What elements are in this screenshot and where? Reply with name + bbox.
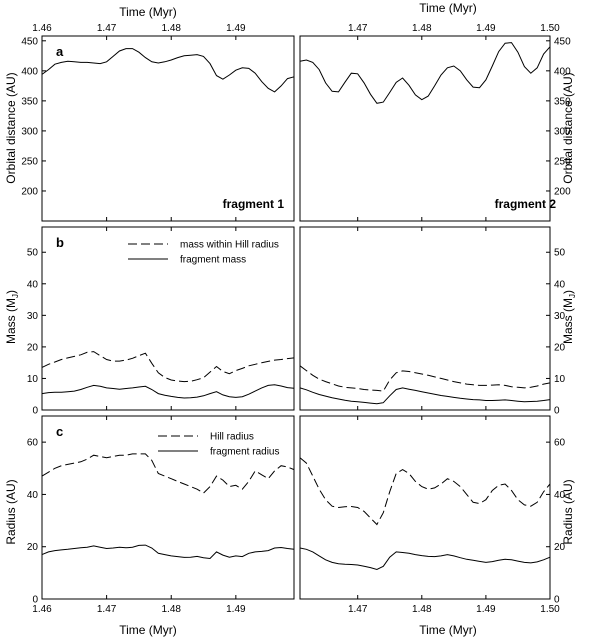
y-tick-label: 350	[21, 96, 38, 107]
y-tick-label: 10	[554, 374, 566, 385]
y-tick-label: 450	[21, 36, 38, 47]
legend-entry: fragment radius	[210, 447, 279, 458]
y-tick-label: 60	[554, 438, 566, 449]
y-tick-label: 20	[27, 342, 39, 353]
y-axis-label-mass-right: Mass (MJ)	[561, 290, 577, 344]
y-tick-label: 30	[27, 311, 39, 322]
panel-r0c1: 200 250 300 350 400 450 1.47 1.48 1.49 1.50 fragme…	[299, 23, 571, 222]
x-tick-label-top: 1.49	[226, 23, 246, 34]
y-axis-label-radius-left: Radius (AU)	[4, 479, 18, 544]
series-line-fragment-radius	[41, 544, 295, 560]
series-line-mass-within-hill-radius	[41, 351, 295, 383]
y-tick-label: 40	[554, 490, 566, 501]
panel-frame	[41, 35, 295, 222]
fragment-label: fragment 2	[495, 197, 557, 211]
y-axis-label-orbital-right: Orbital distance (AU)	[561, 72, 575, 183]
y-axis-label-radius-right: Radius (AU)	[561, 479, 575, 544]
bottom-x-axis-label-right: Time (Myr)	[419, 623, 477, 637]
y-tick-label: 400	[554, 66, 571, 77]
x-tick-label-top: 1.47	[97, 23, 117, 34]
y-tick-label: 10	[27, 374, 39, 385]
panel-r0c0: 200 250 300 350 400 450 1.46 1.47 1.48 1.49 a fragm…	[21, 23, 295, 222]
y-axis-label-mass-left: Mass (MJ)	[4, 290, 20, 344]
fragment-label: fragment 1	[223, 197, 285, 211]
x-tick-label-bottom: 1.46	[32, 604, 52, 615]
x-tick-label-top: 1.47	[348, 23, 368, 34]
bottom-x-axis-label-left: Time (Myr)	[119, 623, 177, 637]
top-x-axis-label-right: Time (Myr)	[419, 1, 477, 15]
y-tick-label: 400	[21, 66, 38, 77]
y-tick-label: 0	[32, 406, 38, 417]
series-line-mass-within-hill-radius	[299, 365, 551, 392]
y-tick-label: 300	[554, 126, 571, 137]
series-line-hill-radius	[41, 453, 295, 494]
series-line-fragment-mass	[299, 387, 551, 405]
x-tick-label-bottom: 1.47	[97, 604, 117, 615]
y-tick-label: 350	[554, 96, 571, 107]
legend-entry: mass within Hill radius	[180, 240, 279, 251]
x-tick-label-top: 1.50	[540, 23, 560, 34]
y-tick-label: 20	[554, 542, 566, 553]
y-tick-label: 50	[554, 248, 566, 259]
panel-frame	[299, 415, 551, 600]
panel-r2c0: 0 20 40 60 1.46 1.47 1.48 1.49 c Hill radius fragm…	[27, 415, 295, 615]
y-tick-label: 40	[554, 279, 566, 290]
series-line-fragment-mass	[41, 384, 295, 399]
series-line-fragment-radius	[299, 547, 551, 571]
x-tick-label-bottom: 1.49	[226, 604, 246, 615]
panel-r1c0: 0 10 20 30 40 50 b mass within Hill radius fragm…	[27, 226, 295, 417]
y-tick-label: 200	[21, 186, 38, 197]
x-tick-label-top: 1.48	[161, 23, 181, 34]
y-tick-label: 250	[21, 156, 38, 167]
x-tick-label-top: 1.48	[412, 23, 432, 34]
y-tick-label: 0	[32, 595, 38, 606]
panel-label: a	[56, 44, 64, 59]
panel-r1c1: 0 10 20 30 40 50	[299, 226, 566, 417]
series-line-orbital-distance	[299, 42, 551, 104]
y-tick-label: 250	[554, 156, 571, 167]
y-tick-label: 40	[27, 279, 39, 290]
x-tick-label-bottom: 1.47	[348, 604, 368, 615]
top-x-axis-label-left: Time (Myr)	[119, 5, 177, 19]
panel-frame	[299, 226, 551, 411]
y-tick-label: 40	[27, 490, 39, 501]
legend-entry: fragment mass	[180, 255, 246, 266]
y-tick-label: 60	[27, 438, 39, 449]
x-tick-label-top: 1.46	[32, 23, 52, 34]
panel-r2c1: 0 20 40 60 1.47 1.48 1.49 1.50	[299, 415, 566, 615]
panel-frame	[41, 226, 295, 411]
panel-label: b	[56, 235, 64, 250]
y-tick-label: 50	[27, 248, 39, 259]
y-tick-label: 450	[554, 36, 571, 47]
y-tick-label: 20	[554, 342, 566, 353]
legend-entry: Hill radius	[210, 432, 254, 443]
y-tick-label: 0	[554, 406, 560, 417]
y-tick-label: 0	[554, 595, 560, 606]
series-line-hill-radius	[299, 457, 551, 526]
y-tick-label: 20	[27, 542, 39, 553]
x-tick-label-bottom: 1.50	[540, 604, 560, 615]
x-tick-label-top: 1.49	[476, 23, 496, 34]
y-axis-label-orbital-left: Orbital distance (AU)	[4, 72, 18, 183]
y-tick-label: 300	[21, 126, 38, 137]
panel-label: c	[56, 424, 63, 439]
series-line-orbital-distance	[41, 48, 295, 93]
y-tick-label: 200	[554, 186, 571, 197]
y-tick-label: 30	[554, 311, 566, 322]
x-tick-label-bottom: 1.48	[412, 604, 432, 615]
x-tick-label-bottom: 1.48	[161, 604, 181, 615]
x-tick-label-bottom: 1.49	[476, 604, 496, 615]
panel-frame	[41, 415, 295, 600]
panel-frame	[299, 35, 551, 222]
